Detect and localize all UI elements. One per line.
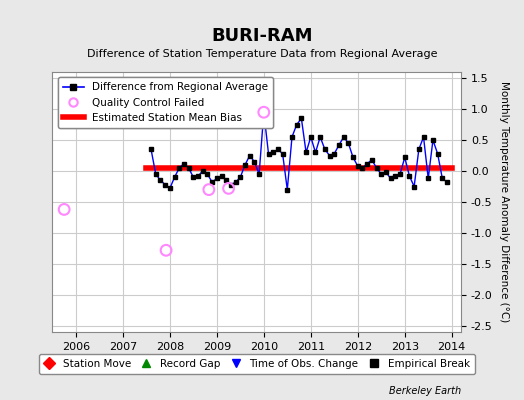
Legend: Difference from Regional Average, Quality Control Failed, Estimated Station Mean: Difference from Regional Average, Qualit… [58,77,273,128]
Point [205,186,213,193]
Legend: Station Move, Record Gap, Time of Obs. Change, Empirical Break: Station Move, Record Gap, Time of Obs. C… [39,354,475,374]
Point [60,206,68,213]
Text: Difference of Station Temperature Data from Regional Average: Difference of Station Temperature Data f… [87,49,437,59]
Text: Berkeley Earth: Berkeley Earth [389,386,461,396]
Point [162,247,170,254]
Point [224,185,233,192]
Y-axis label: Monthly Temperature Anomaly Difference (°C): Monthly Temperature Anomaly Difference (… [499,81,509,323]
Point [259,109,268,116]
Text: BURI-RAM: BURI-RAM [211,27,313,45]
